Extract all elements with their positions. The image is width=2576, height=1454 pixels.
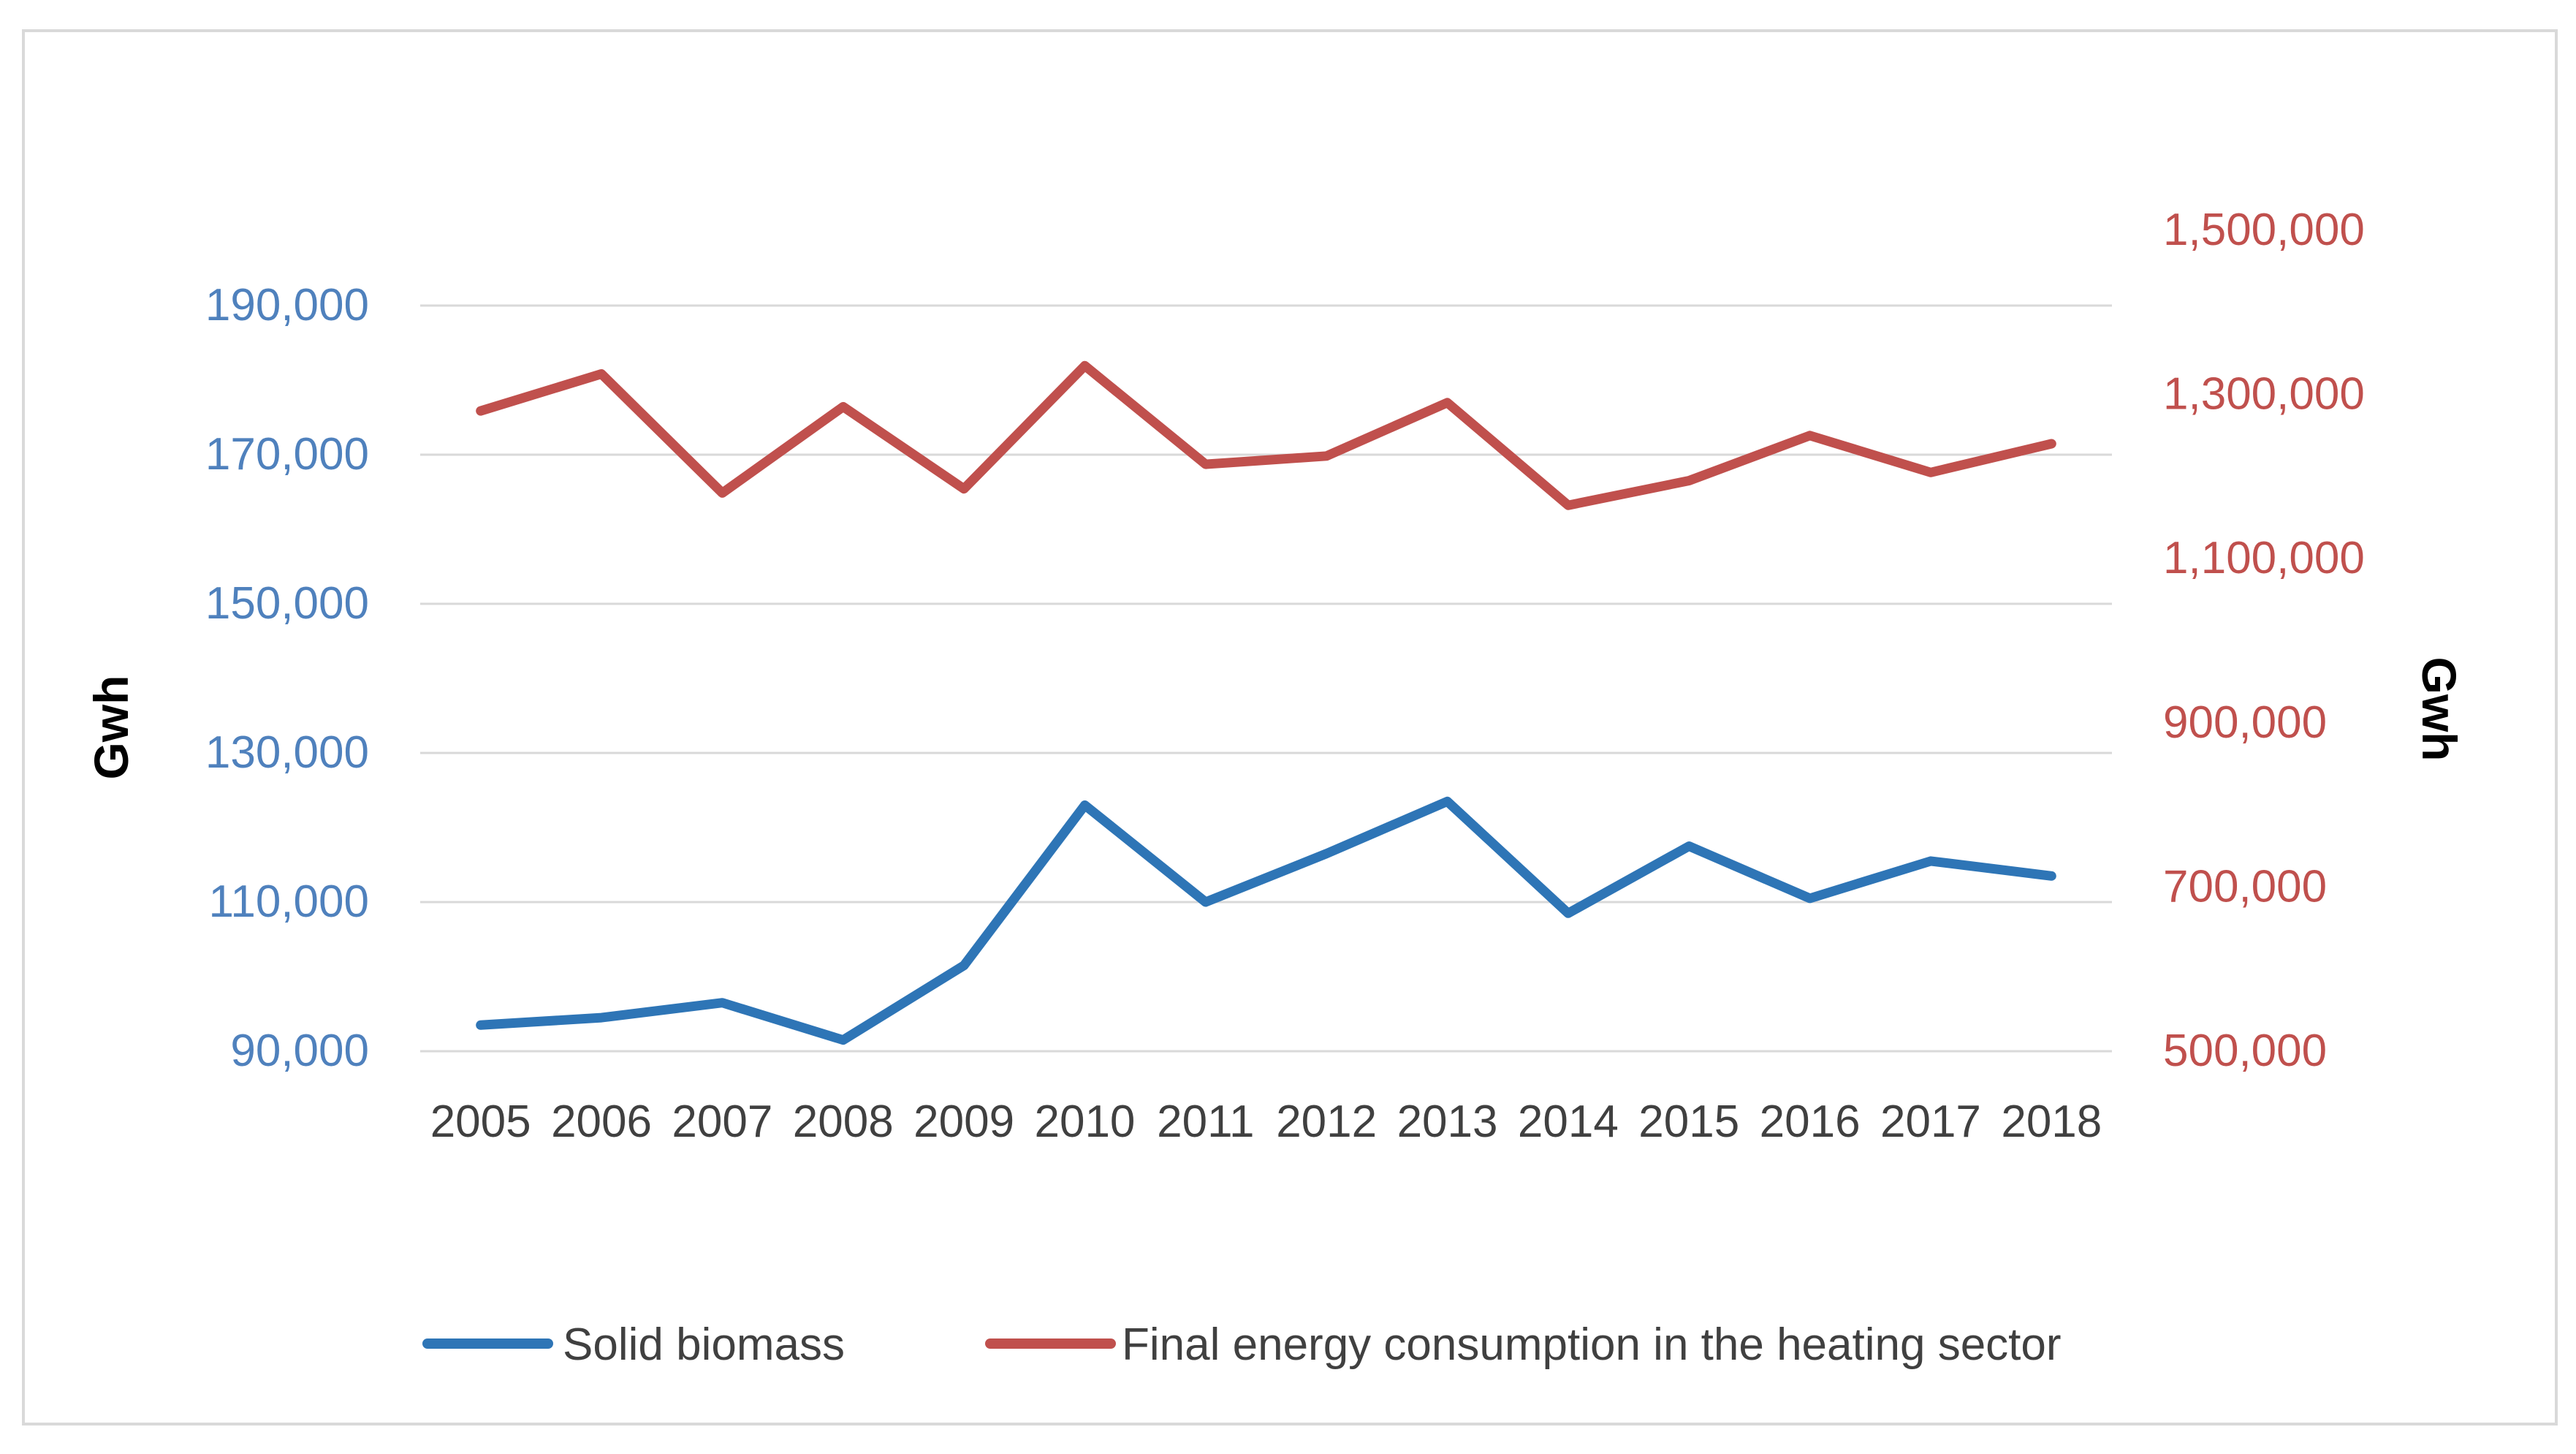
x-tick-label: 2013 [1397, 1097, 1498, 1147]
x-tick-label: 2017 [1880, 1097, 1981, 1147]
left-axis-ticks: 90,000 110,000 130,000 150,000 170,000 190,00… [205, 280, 369, 1076]
left-tick-label: 170,000 [205, 429, 369, 480]
legend: Solid biomass Final energy consumption i… [422, 1319, 2062, 1370]
left-tick-label: 190,000 [205, 280, 369, 330]
right-axis-title: Gwh [2412, 657, 2466, 762]
left-tick-label: 110,000 [208, 876, 369, 927]
x-tick-label: 2010 [1034, 1097, 1135, 1147]
gridlines [420, 304, 2112, 1053]
x-tick-label: 2014 [1518, 1097, 1619, 1147]
right-axis-ticks: 500,000 700,000 900,000 1,100,000 1,300,000 1… [2163, 205, 2365, 1076]
x-tick-label: 2009 [913, 1097, 1014, 1147]
left-tick-label: 150,000 [205, 578, 369, 629]
right-tick-label: 500,000 [2163, 1026, 2327, 1076]
x-tick-label: 2005 [430, 1097, 531, 1147]
x-tick-label: 2011 [1157, 1097, 1254, 1147]
left-tick-label: 130,000 [205, 727, 369, 778]
x-tick-label: 2016 [1760, 1097, 1861, 1147]
left-axis-title: Gwh [84, 675, 138, 780]
series-line-final-energy [476, 360, 2056, 510]
right-tick-label: 1,100,000 [2163, 533, 2365, 583]
x-axis-ticks: 2005 2006 2007 2008 2009 2010 2011 2012 2013 2014… [430, 1097, 2102, 1147]
right-tick-label: 1,500,000 [2163, 205, 2365, 255]
x-tick-label: 2006 [551, 1097, 652, 1147]
x-tick-label: 2018 [2001, 1097, 2102, 1147]
series-line-solid-biomass [476, 796, 2056, 1045]
series-lines [476, 360, 2056, 1045]
right-tick-label: 700,000 [2163, 861, 2327, 912]
left-tick-label: 90,000 [230, 1026, 369, 1076]
x-tick-label: 2007 [672, 1097, 772, 1147]
x-tick-label: 2012 [1276, 1097, 1377, 1147]
x-tick-label: 2015 [1638, 1097, 1739, 1147]
chart-frame [22, 29, 2558, 1425]
legend-label-solid-biomass: Solid biomass [563, 1319, 845, 1370]
legend-label-final-energy: Final energy consumption in the heating … [1122, 1319, 2062, 1370]
x-tick-label: 2008 [793, 1097, 894, 1147]
right-tick-label: 900,000 [2163, 697, 2327, 748]
right-tick-label: 1,300,000 [2163, 369, 2365, 420]
